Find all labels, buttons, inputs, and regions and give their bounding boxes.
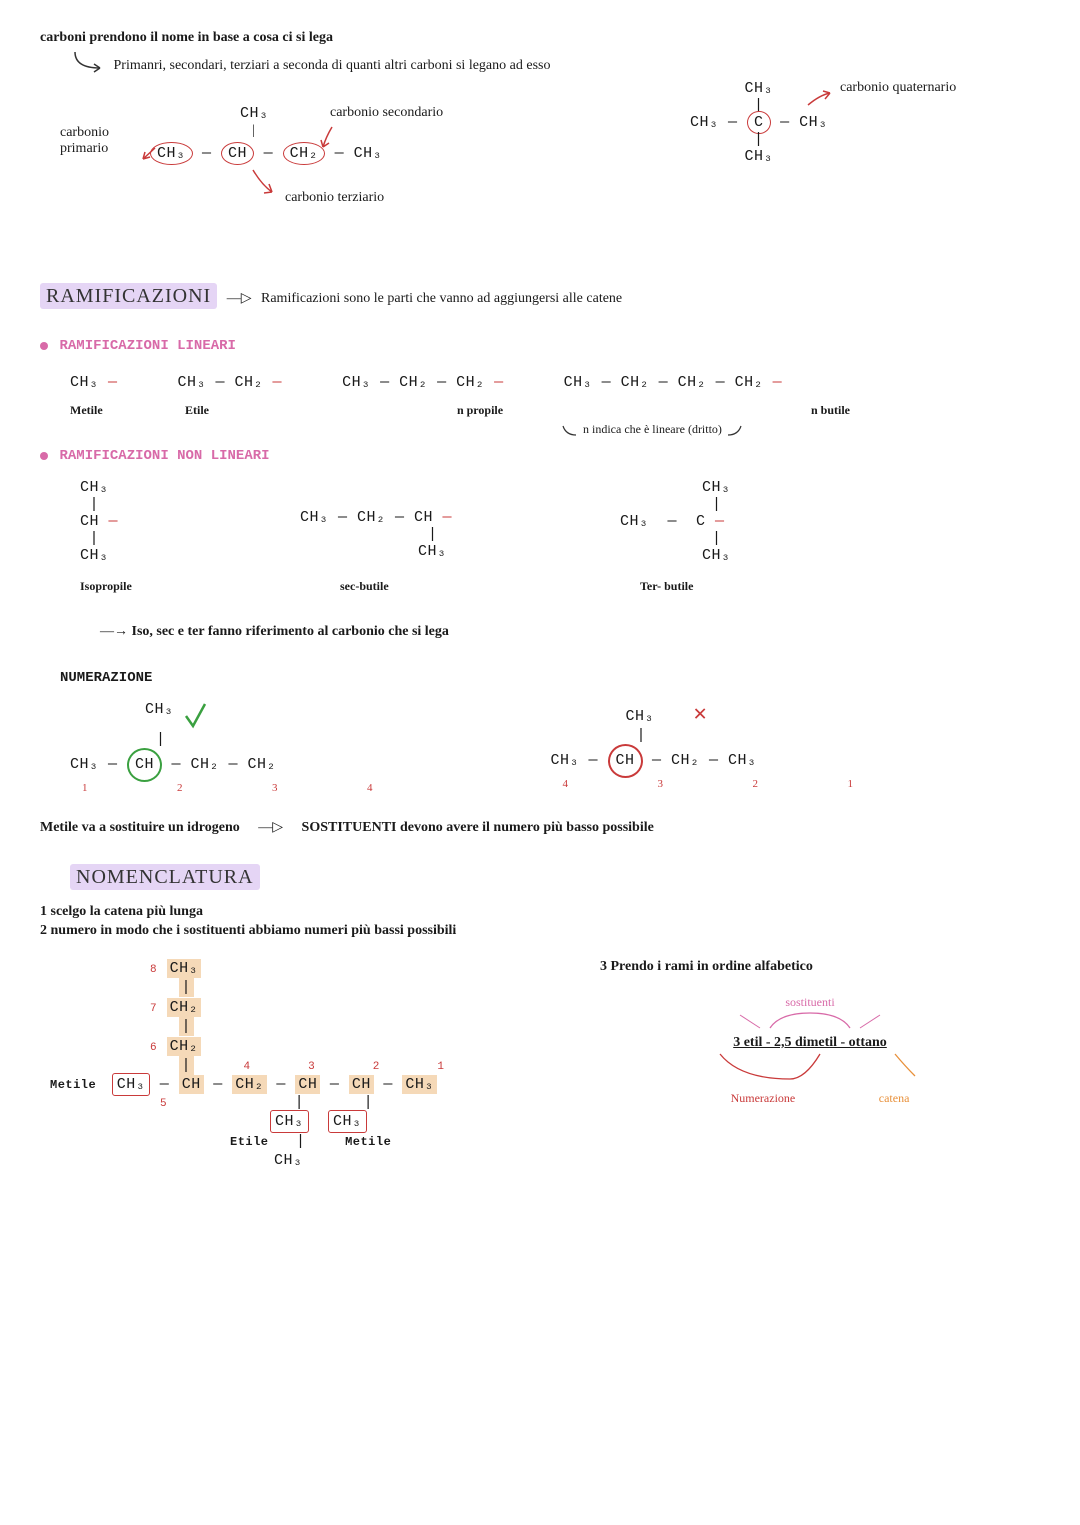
label-catena: catena xyxy=(879,1091,910,1105)
ch2-circled: CH₂ xyxy=(283,142,326,165)
arrow-icon: —→ xyxy=(100,624,128,639)
check-icon xyxy=(183,701,208,731)
butile-struct: CH₃ — CH₂ — CH₂ — CH₂ — xyxy=(564,374,783,391)
subtitle: Primanri, secondari, terziari a seconda … xyxy=(114,58,551,74)
bracket-icon xyxy=(730,1010,890,1030)
bond: — xyxy=(780,114,799,131)
label-secondario: carbonio secondario xyxy=(330,105,443,121)
title: carboni prendono il nome in base a cosa … xyxy=(40,30,1040,46)
arrow-curve-icon xyxy=(725,423,745,438)
isopropile-struct: CH₃ |CH — |CH₃ xyxy=(80,479,300,564)
label-secbutile: sec-butile xyxy=(340,579,640,594)
bond: — xyxy=(202,145,221,162)
heading-ramificazioni: RAMIFICAZIONI xyxy=(40,283,217,309)
ch3: CH₃ xyxy=(745,148,774,165)
nomenclatura-structure: 8 CH₃ | 7 CH₂ | 6 CH₂ | 4 3 2 1 Metile C… xyxy=(40,959,600,1171)
label-metile: Metile xyxy=(70,403,185,418)
secbutile-struct: CH₃ — CH₂ — CH — | CH₃ xyxy=(300,479,620,564)
heading-nomenclatura: NOMENCLATURA xyxy=(70,864,260,890)
arrow-red-icon xyxy=(250,167,280,197)
cross-icon: ✕ xyxy=(694,702,708,727)
ch-circled: CH xyxy=(221,142,254,165)
ch3: CH₃ xyxy=(745,80,774,97)
metile-struct: CH₃ — xyxy=(70,374,118,391)
ch3-circled: CH₃ xyxy=(150,142,193,165)
bond: — xyxy=(264,145,283,162)
label-terziario: carbonio terziario xyxy=(285,190,384,206)
ch3-top: CH₃ xyxy=(240,105,269,122)
bullet-icon xyxy=(40,342,48,350)
num-note2: SOSTITUENTI devono avere il numero più b… xyxy=(302,820,654,835)
bond-v: | xyxy=(252,123,255,139)
heading-lineari: RAMIFICAZIONI LINEARI xyxy=(60,338,236,354)
numerazione-correct: CH₃ | CH₃ — CH — CH₂ — CH₂ 1 2 3 4 xyxy=(70,701,401,794)
ch3: CH₃ xyxy=(799,114,828,131)
n-note: n indica che è lineare (dritto) xyxy=(583,422,722,436)
bond: — xyxy=(335,145,354,162)
label-npropile: n propile xyxy=(360,403,600,418)
step2: 2 numero in modo che i sostituenti abbia… xyxy=(40,923,1040,939)
label-terbutile: Ter- butile xyxy=(640,579,693,594)
num-note1: Metile va a sostituire un idrogeno xyxy=(40,820,240,835)
step1: 1 scelgo la catena più lunga xyxy=(40,904,1040,920)
label-sostituenti: sostituenti xyxy=(600,995,1020,1010)
propile-struct: CH₃ — CH₂ — CH₂ — xyxy=(342,374,504,391)
bond: — xyxy=(728,114,747,131)
bond-v: | xyxy=(754,131,764,148)
arrow-red-icon xyxy=(805,90,835,110)
heading-numerazione: NUMERAZIONE xyxy=(60,670,1040,686)
bracket-icon xyxy=(700,1051,920,1086)
arrow-curve-icon xyxy=(560,423,580,438)
arrow-icon: —▷ xyxy=(227,290,252,307)
numerazione-wrong: CH₃ ✕ | CH₃ — CH — CH₂ — CH₃ 4 3 2 1 xyxy=(551,701,882,794)
label-numerazione: Numerazione xyxy=(731,1091,796,1105)
label-isopropile: Isopropile xyxy=(80,579,340,594)
heading-nonlineari: RAMIFICAZIONI NON LINEARI xyxy=(60,448,270,464)
label-etile: Etile xyxy=(185,403,360,418)
etile-struct: CH₃ — CH₂ — xyxy=(178,374,283,391)
ramif-def: Ramificazioni sono le parti che vanno ad… xyxy=(261,291,622,306)
label-nbutile: n butile xyxy=(600,403,850,418)
label-quaternario: carbonio quaternario xyxy=(840,80,956,96)
iso-note: Iso, sec e ter fanno riferimento al carb… xyxy=(132,624,449,639)
bullet-icon xyxy=(40,452,48,460)
ch3: CH₃ xyxy=(354,145,383,162)
arrow-icon: —▷ xyxy=(258,820,283,835)
step3: 3 Prendo i rami in ordine alfabetico xyxy=(600,959,1020,975)
terbutile-struct: CH₃ | CH₃ — C — | CH₃ xyxy=(620,479,820,564)
ch3: CH₃ xyxy=(690,114,719,131)
label-primario: carbonio primario xyxy=(60,125,140,157)
arrow-curve-icon xyxy=(70,50,110,80)
formula-name: 3 etil - 2,5 dimetil - ottano xyxy=(600,1035,1020,1051)
